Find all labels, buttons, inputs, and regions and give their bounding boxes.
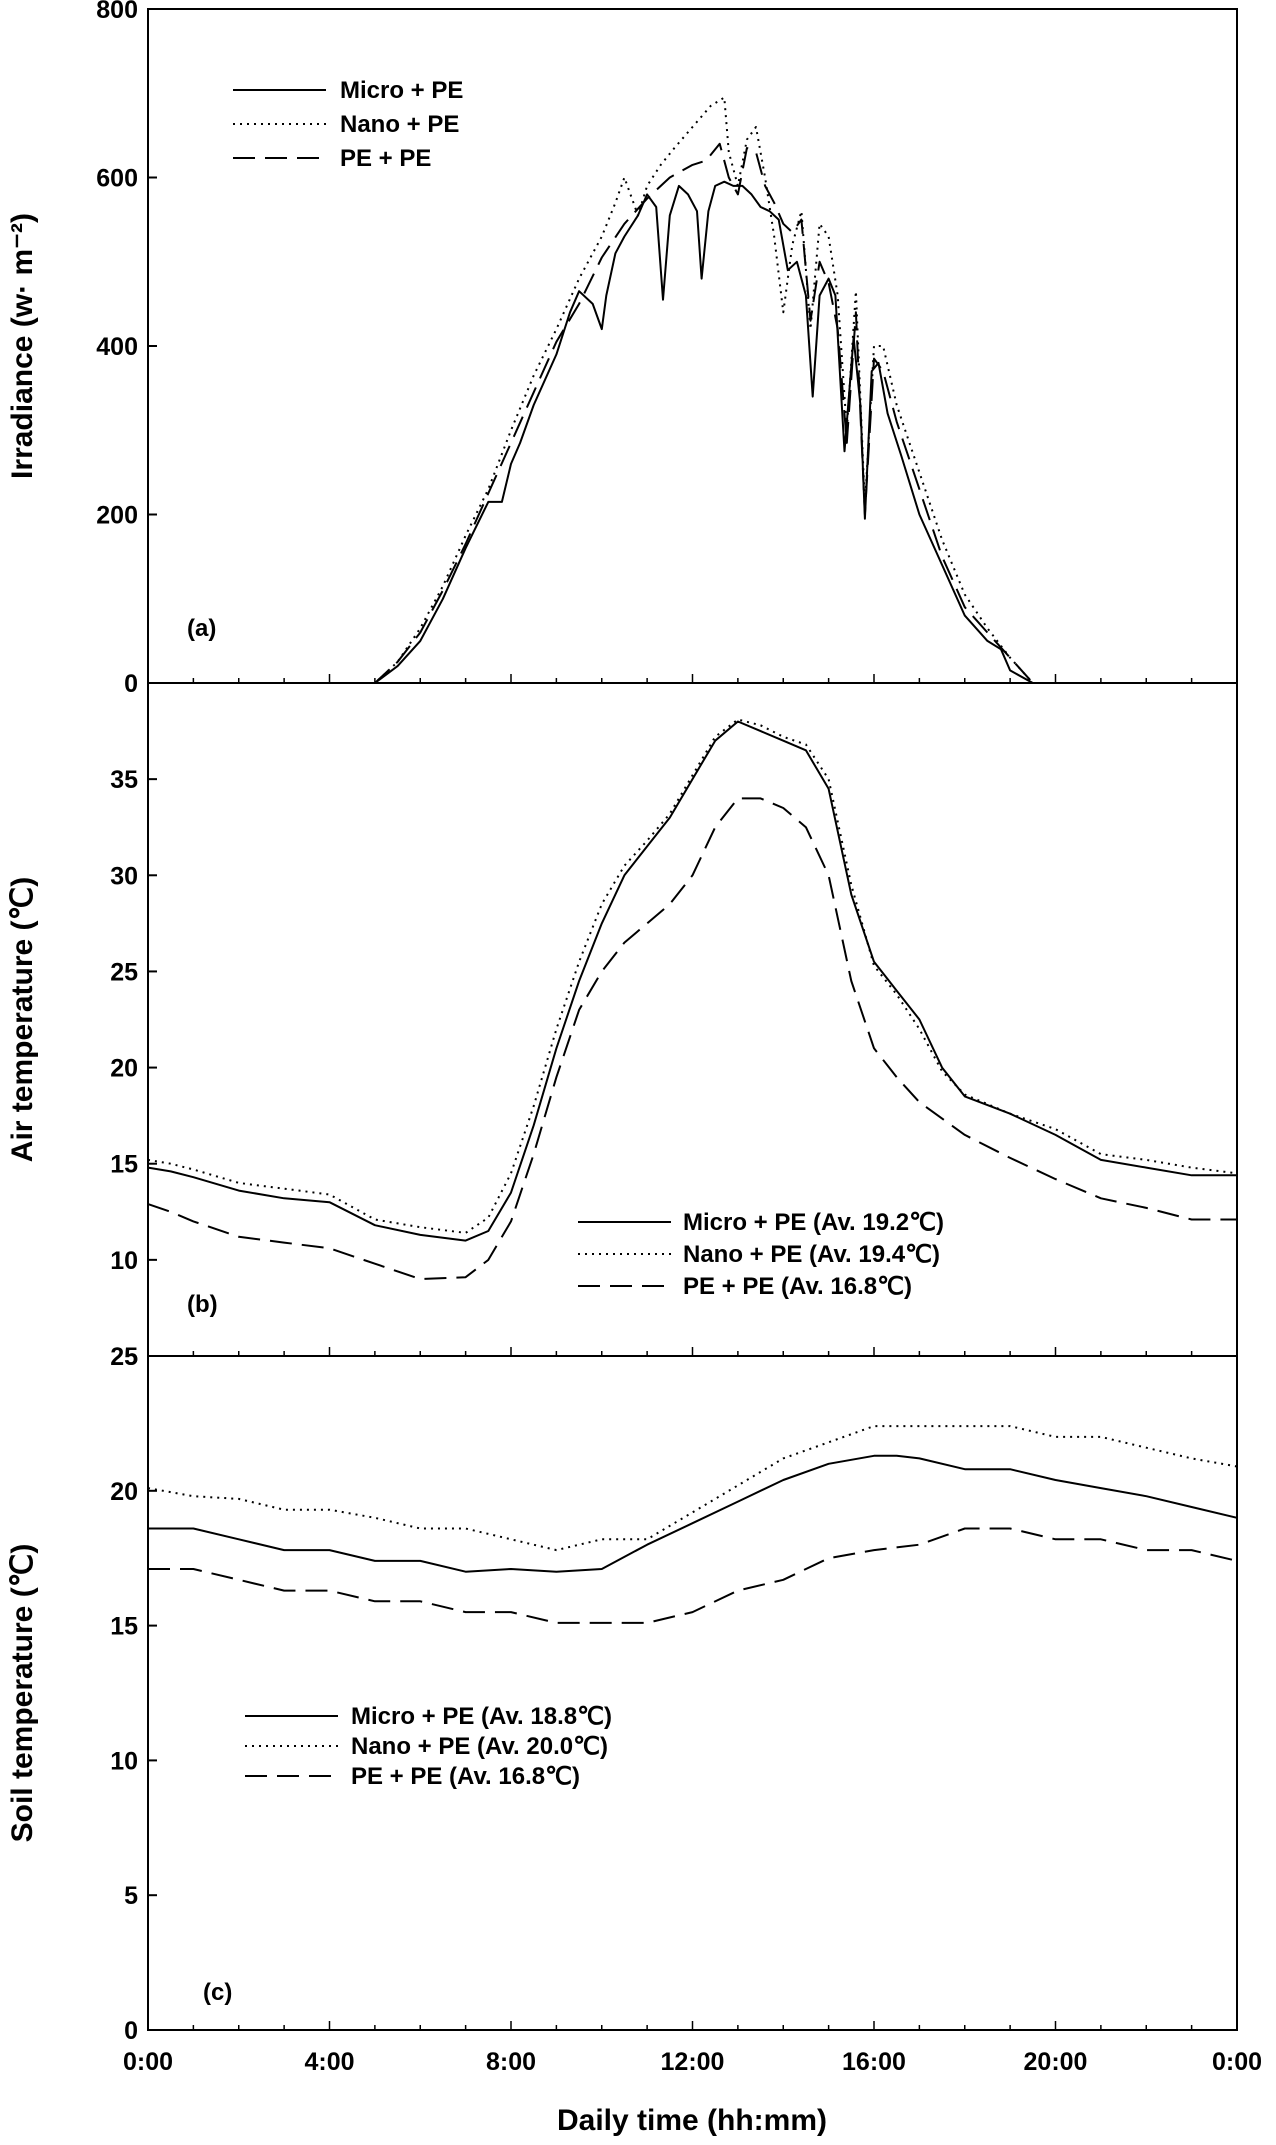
series-line-micro bbox=[148, 180, 1237, 684]
y-tick-label: 15 bbox=[110, 1613, 138, 1641]
series-line-micro bbox=[147, 720, 1237, 1242]
legend-label: Micro + PE (Av. 18.8℃) bbox=[351, 1703, 612, 1730]
legend-label: Micro + PE bbox=[340, 77, 463, 104]
y-tick-label: 15 bbox=[110, 1151, 138, 1179]
series-line-nano bbox=[148, 96, 1237, 684]
y-axis-title: Irradiance (w· m⁻²) bbox=[6, 213, 39, 479]
y-tick-label: 0 bbox=[124, 2017, 138, 2045]
y-tick-label: 20 bbox=[110, 1055, 138, 1083]
y-tick-label: 0 bbox=[124, 670, 138, 698]
y-axis-title: Soil temperature (℃) bbox=[6, 1544, 39, 1843]
legend-label: Nano + PE (Av. 19.4℃) bbox=[683, 1241, 940, 1268]
y-tick-label: 10 bbox=[110, 1247, 138, 1275]
legend-label: Micro + PE (Av. 19.2℃) bbox=[683, 1209, 944, 1236]
series-line-pe bbox=[148, 1527, 1238, 1624]
x-tick-label: 0:00 bbox=[1212, 2048, 1262, 2076]
legend-label: Nano + PE (Av. 20.0℃) bbox=[351, 1733, 608, 1760]
panel-label: (c) bbox=[203, 1979, 232, 2006]
y-tick-label: 5 bbox=[124, 1343, 138, 1371]
y-axis-title: Air temperature (℃) bbox=[6, 877, 39, 1162]
series-line-micro bbox=[148, 1454, 1238, 1573]
panel-air-temperature: 5 10 15 20 25 30 35 Air temperature (℃) Micro + … bbox=[6, 682, 1238, 1371]
y-tick-label: 5 bbox=[124, 1882, 138, 1910]
panel-label: (b) bbox=[187, 1291, 218, 1318]
y-tick-label: 800 bbox=[96, 0, 138, 24]
y-tick-label: 200 bbox=[96, 502, 138, 530]
legend-label: PE + PE bbox=[340, 145, 431, 172]
panel-irradiance: 0 200 400 600 800 Irradiance (w· m⁻²) Micro + … bbox=[6, 0, 1238, 698]
y-tick-label: 400 bbox=[96, 333, 138, 361]
panel-soil-temperature: 0 5 10 15 20 25 Soil temperature (℃) Micro + PE… bbox=[6, 1343, 1238, 2045]
y-tick-label: 30 bbox=[110, 862, 138, 890]
x-axis-title: Daily time (hh:mm) bbox=[557, 2104, 827, 2137]
panel-label: (a) bbox=[187, 615, 216, 642]
legend-label: Nano + PE bbox=[340, 111, 459, 138]
y-tick-label: 600 bbox=[96, 165, 138, 193]
series-line-nano bbox=[147, 1425, 1238, 1552]
y-tick-label: 35 bbox=[110, 766, 138, 794]
y-tick-label: 25 bbox=[110, 958, 138, 986]
x-tick-label: 16:00 bbox=[842, 2048, 906, 2076]
y-tick-label: 10 bbox=[110, 1747, 138, 1775]
series-line-pe bbox=[147, 797, 1237, 1281]
legend-label: PE + PE (Av. 16.8℃) bbox=[351, 1763, 580, 1790]
x-tick-label: 4:00 bbox=[304, 2048, 354, 2076]
y-tick-label: 20 bbox=[110, 1478, 138, 1506]
x-tick-label: 8:00 bbox=[486, 2048, 536, 2076]
x-tick-label: 20:00 bbox=[1024, 2048, 1088, 2076]
series-line-pe bbox=[148, 142, 1237, 684]
legend-label: PE + PE (Av. 16.8℃) bbox=[683, 1273, 912, 1300]
series-line-nano bbox=[147, 718, 1238, 1234]
y-tick-label: 25 bbox=[110, 1343, 138, 1371]
x-tick-label: 0:00 bbox=[123, 2048, 173, 2076]
x-tick-label: 12:00 bbox=[661, 2048, 725, 2076]
